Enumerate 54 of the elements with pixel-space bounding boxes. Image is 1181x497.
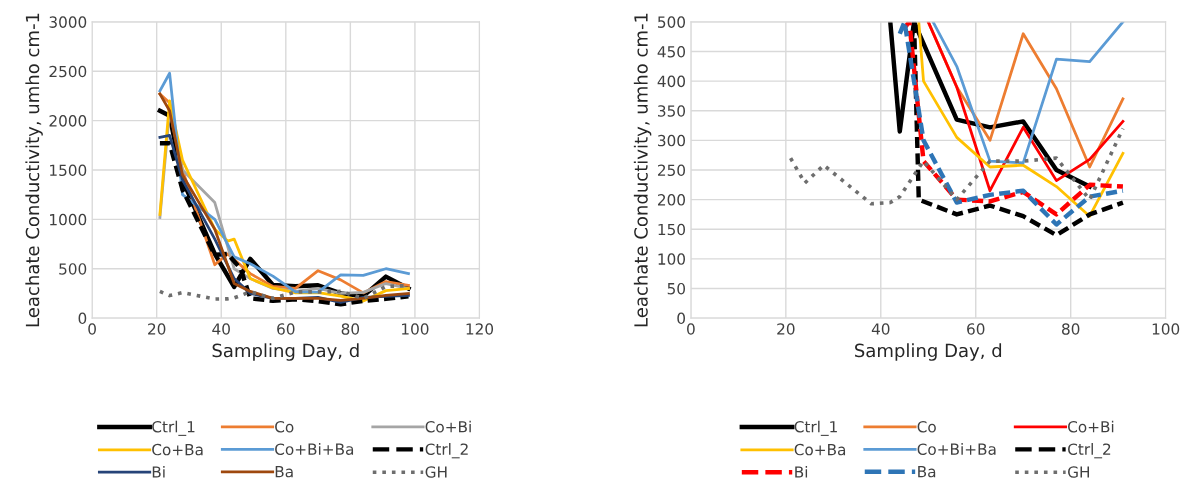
legend-label: Co+Ba [794,443,846,456]
y-tick-label: 0 [78,312,87,325]
legend-label: Ctrl_1 [794,420,837,436]
x-axis-title: Sampling Day, d [855,343,1002,361]
x-tick-label: 80 [1062,323,1080,335]
x-tick-label: 0 [88,323,96,335]
y-tick-label: 400 [657,75,686,88]
y-tick-label: 0 [677,312,686,325]
legend-label: Co+Bi+Ba [917,443,996,455]
legend-label: Co [275,420,294,433]
legend-label: Co+Bi+Ba [275,443,354,455]
legend-label: Ctrl_1 [152,420,195,436]
y-tick-label: 300 [658,134,686,147]
x-tick-label: 20 [148,323,166,335]
y-tick-label: 450 [657,45,686,58]
legend-label: Ba [275,466,293,478]
legend-label: Bi [152,465,165,478]
y-tick-label: 50 [667,282,686,295]
legend-label: GH [425,466,447,478]
legend-label: Co [917,420,936,433]
legend-label: GH [1068,466,1089,478]
x-tick-label: 40 [871,323,890,335]
y-axis-title: Leachate Conductivity, umho cm-1 [25,13,43,327]
y-tick-label: 1500 [50,164,87,176]
x-tick-label: 100 [402,323,429,335]
y-tick-label: 500 [658,16,686,28]
legend-label: Ctrl_2 [1068,443,1111,459]
y-tick-label: 3000 [49,16,87,28]
x-tick-label: 0 [687,323,695,335]
x-tick-label: 60 [277,323,295,335]
legend-label: Co+Ba [152,443,203,456]
legend-label: Bi [795,465,808,478]
y-tick-label: 200 [657,194,686,206]
x-tick-label: 40 [212,323,230,335]
x-tick-label: 100 [1152,323,1180,335]
x-tick-label: 20 [777,323,795,335]
x-axis-title: Sampling Day, d [212,343,359,361]
y-tick-label: 100 [658,253,686,265]
y-axis-title: Leachate Conductivity, umho cm-1 [633,13,652,327]
legend-label: Ctrl_2 [425,443,468,459]
y-tick-label: 350 [658,105,686,117]
y-tick-label: 250 [657,164,686,176]
x-tick-label: 60 [967,323,985,335]
y-tick-label: 150 [658,223,686,236]
x-tick-label: 80 [341,323,360,335]
y-tick-label: 2000 [49,115,87,127]
legend-label: Ba [918,466,936,478]
y-tick-label: 500 [59,263,87,275]
x-tick-label: 120 [466,323,494,335]
y-tick-label: 1000 [50,213,87,226]
y-tick-label: 2500 [49,65,87,78]
legend-label: Co+Bi [1068,420,1114,433]
line-series [788,126,1125,206]
legend-label: Co+Bi [425,420,471,433]
